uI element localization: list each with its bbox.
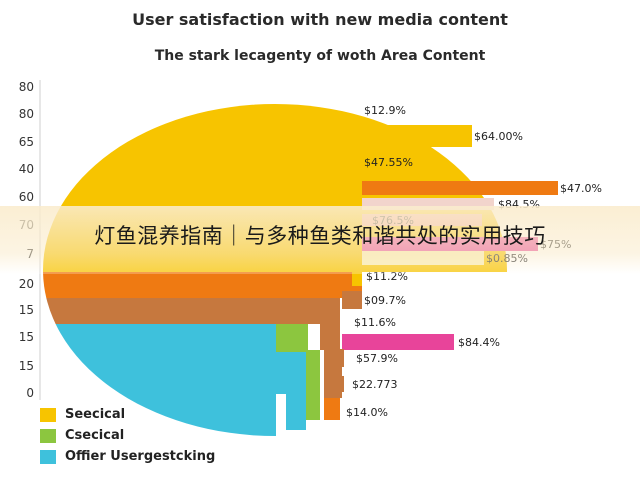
- bar-value-label: $47.55%: [364, 156, 413, 169]
- bar-segment: [352, 266, 362, 286]
- bar-value-label: $11.6%: [354, 316, 396, 329]
- y-tick-label: 80: [19, 107, 34, 121]
- cyan-step-2: [286, 394, 306, 430]
- y-tick-label: 20: [19, 277, 34, 291]
- bar-value-label: $84.4%: [458, 336, 500, 349]
- bar-value-label: $14.0%: [346, 406, 388, 419]
- green-step-1: [276, 324, 308, 352]
- green-step-2: [306, 350, 320, 420]
- bar-segment: [362, 125, 472, 147]
- bar-value-label: $22.773: [352, 378, 398, 391]
- legend-swatch: [40, 428, 56, 443]
- bar-segment: [330, 376, 344, 392]
- legend-label: Seecical: [65, 407, 126, 422]
- legend-item: Csecical: [40, 425, 215, 446]
- y-tick-label: 15: [19, 330, 34, 344]
- y-tick-label: 40: [19, 162, 34, 176]
- legend: Seecical Csecical Offier Usergestcking: [40, 404, 215, 467]
- bar-value-label: $47.0%: [560, 182, 602, 195]
- y-tick-label: 0: [26, 386, 34, 400]
- bar-segment: [326, 405, 338, 419]
- overlay-banner: 灯鱼混养指南｜与多种鱼类和谐共处的实用技巧: [0, 206, 640, 274]
- y-tick-label: 15: [19, 359, 34, 373]
- y-tick-label: 15: [19, 303, 34, 317]
- legend-item: Seecical: [40, 404, 215, 425]
- pie-slice-cyan: [55, 324, 276, 436]
- legend-swatch: [40, 407, 56, 422]
- chart-title: User satisfaction with new media content: [132, 10, 508, 29]
- legend-item: Offier Usergestcking: [40, 446, 215, 467]
- bar-segment: [362, 181, 558, 195]
- cyan-step-1: [276, 350, 306, 394]
- bar-segment: [330, 349, 344, 367]
- pie-slice-orange: [43, 272, 362, 298]
- legend-label: Csecical: [65, 428, 125, 443]
- brown-step-1: [320, 324, 340, 350]
- legend-label: Offier Usergestcking: [65, 449, 216, 464]
- bar-segment: [342, 291, 362, 309]
- pie-slice-brown: [46, 298, 340, 324]
- y-tick-label: 60: [19, 190, 34, 204]
- chart-subtitle: The stark lecagenty of woth Area Content: [154, 48, 486, 64]
- bar-value-label: $57.9%: [356, 352, 398, 365]
- y-tick-label: 65: [19, 135, 34, 149]
- bar-segment: [342, 334, 454, 350]
- legend-swatch: [40, 449, 56, 464]
- bar-value-label: $64.00%: [474, 130, 523, 143]
- bar-value-label: $12.9%: [364, 104, 406, 117]
- bar-value-label: $09.7%: [364, 294, 406, 307]
- overlay-banner-text: 灯鱼混养指南｜与多种鱼类和谐共处的实用技巧: [94, 224, 546, 248]
- y-tick-label: 80: [19, 80, 34, 94]
